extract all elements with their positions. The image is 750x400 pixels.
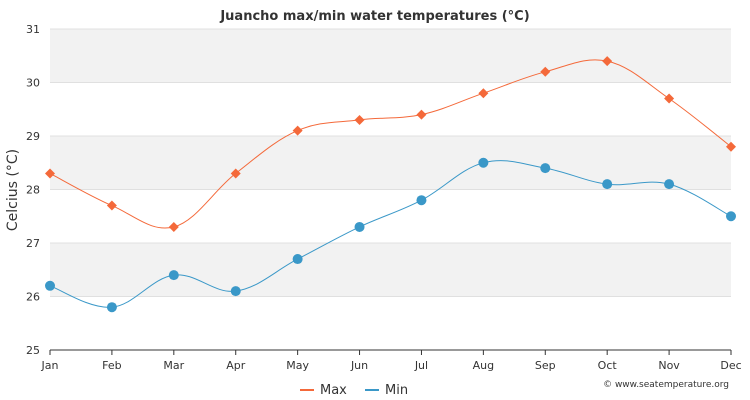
series-max-point (168, 221, 179, 232)
series-max (45, 56, 736, 232)
x-tick-label: May (286, 359, 309, 372)
series-max-point (416, 109, 427, 120)
plot-band (50, 243, 731, 297)
series-min-point (478, 157, 489, 168)
plot-band (50, 136, 731, 190)
series-max-point (230, 168, 241, 179)
x-tick-label: Oct (598, 359, 618, 372)
x-tick-label: Nov (658, 359, 680, 372)
legend: Max Min (300, 383, 408, 398)
series-min-point (230, 286, 241, 297)
series-min-point (354, 221, 365, 232)
series-max-point (664, 93, 675, 104)
legend-max-label: Max (320, 383, 347, 398)
y-axis-ticks: 25 26 27 28 29 30 31 (26, 23, 40, 357)
series-min (45, 157, 736, 313)
series-min-line (49, 160, 732, 308)
series-min-point (664, 179, 675, 190)
series-min-point (106, 302, 117, 313)
x-tick-label: Mar (163, 359, 184, 372)
gridlines (50, 28, 731, 297)
series-min-point (292, 254, 303, 265)
series-max-point (478, 88, 489, 99)
series-max-point (45, 168, 55, 179)
series-group (45, 56, 736, 313)
series-min-point (602, 179, 613, 190)
plot-band (50, 29, 731, 83)
x-axis-ticks: Jan Feb Mar Apr May Jun Jul Aug Sep Oct Nov Dec (41, 350, 742, 372)
y-tick-label: 25 (26, 344, 40, 357)
series-min-point (540, 163, 551, 174)
series-max-point (726, 141, 736, 152)
x-tick-label: Jun (350, 359, 368, 372)
x-tick-label: Sep (535, 359, 556, 372)
y-tick-label: 28 (26, 184, 40, 197)
series-min-point (416, 195, 427, 206)
series-max-line (49, 59, 732, 229)
y-tick-label: 30 (26, 77, 40, 90)
series-max-point (354, 114, 365, 125)
x-tick-label: Jul (414, 359, 428, 372)
x-tick-label: Aug (473, 359, 494, 372)
series-max-point (602, 56, 613, 67)
y-axis-label: Celcius (°C) (5, 149, 21, 231)
series-min-point (726, 211, 736, 222)
y-tick-label: 31 (26, 23, 40, 36)
chart-title: Juancho max/min water temperatures (°C) (219, 9, 529, 24)
credit-text: © www.seatemperature.org (603, 380, 729, 390)
plot-background-bands (50, 29, 731, 297)
y-tick-label: 27 (26, 237, 40, 250)
y-tick-label: 26 (26, 291, 40, 304)
legend-min-label: Min (385, 383, 408, 398)
x-tick-label: Apr (226, 359, 246, 372)
x-tick-label: Jan (41, 359, 59, 372)
series-max-point (292, 125, 303, 136)
series-min-point (45, 280, 55, 291)
y-tick-label: 29 (26, 130, 40, 143)
series-min-point (168, 270, 179, 281)
series-max-point (106, 200, 117, 211)
x-tick-label: Dec (720, 359, 741, 372)
series-max-point (540, 66, 551, 77)
x-tick-label: Feb (102, 359, 121, 372)
